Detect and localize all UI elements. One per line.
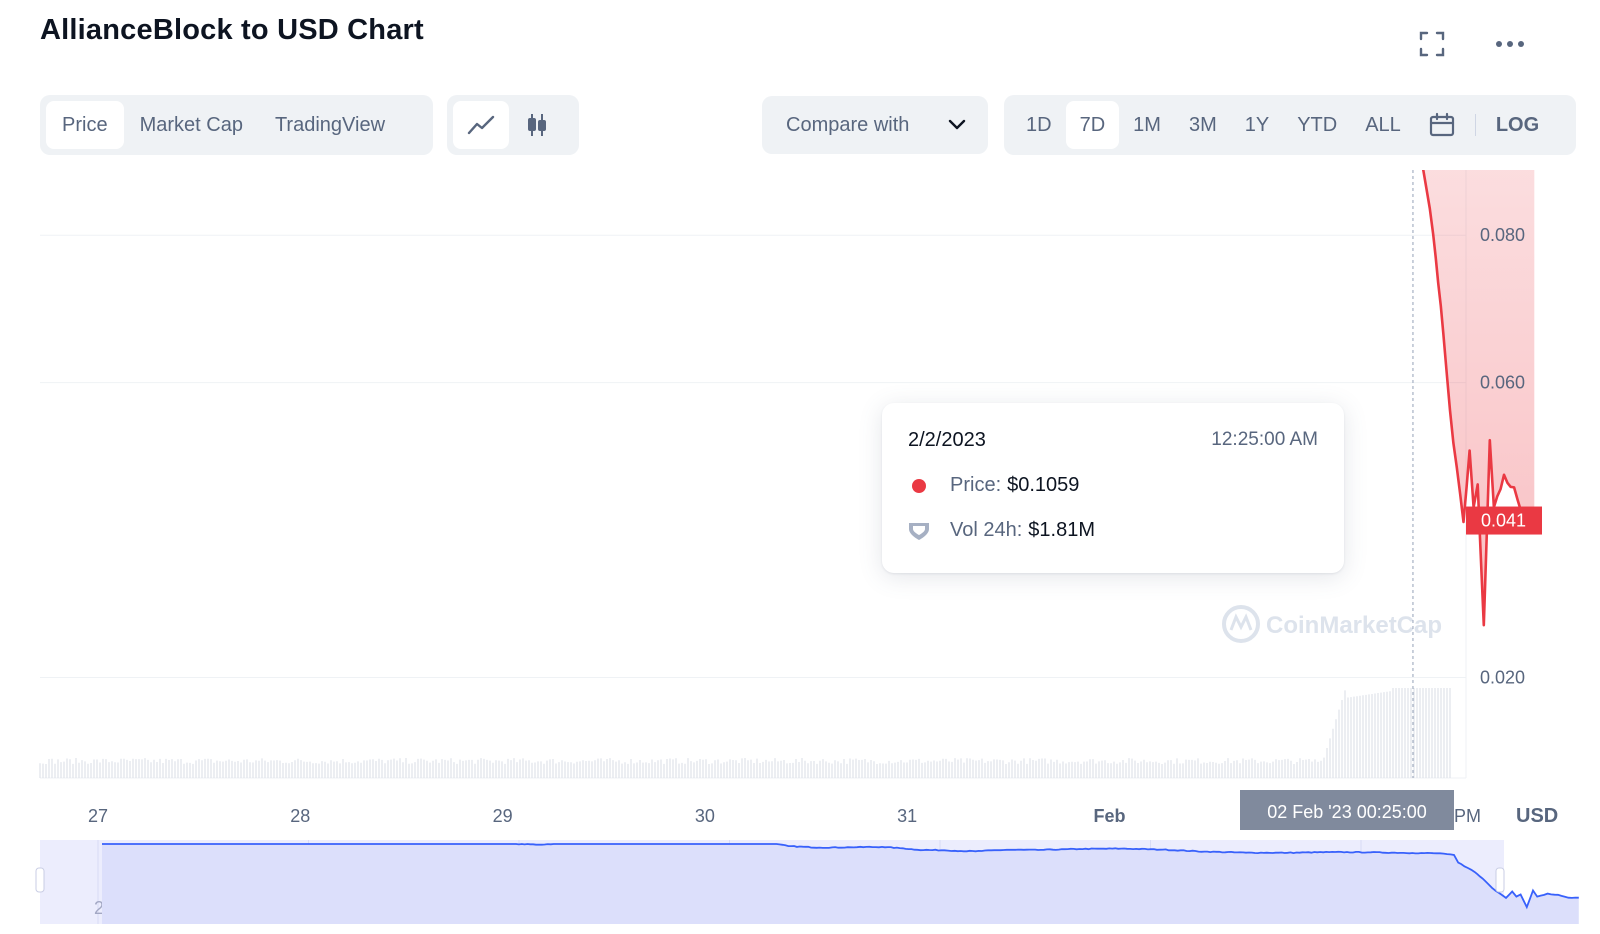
range-3m[interactable]: 3M (1188, 113, 1217, 136)
log-toggle[interactable]: LOG (1495, 113, 1540, 136)
last-price-label: 0.041 (1481, 511, 1526, 531)
x-tick-label: 28 (290, 806, 310, 826)
compare-label: Compare with (786, 113, 910, 136)
range-1d[interactable]: 1D (1026, 113, 1052, 136)
range-1y[interactable]: 1Y (1244, 113, 1270, 136)
y-tick-label: 0.020 (1480, 668, 1525, 688)
divider (1474, 114, 1476, 136)
tab-price[interactable]: Price (46, 101, 124, 149)
range-selector: 1D 7D 1M 3M 1Y YTD ALL LOG (1004, 95, 1576, 155)
tooltip-vol-label: Vol 24h: (950, 519, 1023, 541)
y-tick-label: 0.080 (1480, 225, 1525, 245)
range-1m[interactable]: 1M (1133, 113, 1161, 136)
navigator[interactable]: 2728293031Feb2 (35, 840, 1579, 924)
price-area (1423, 170, 1535, 626)
cmc-logo-icon (1222, 605, 1260, 643)
tooltip-price-label: Price: (950, 474, 1002, 496)
x-tick-label: Feb (1093, 806, 1125, 826)
tooltip-price-value: $0.1059 (1007, 474, 1080, 496)
area-below-open (1423, 170, 1535, 626)
volume-icon (909, 522, 929, 540)
tooltip-date: 2/2/2023 (908, 429, 986, 451)
candlestick-icon[interactable] (509, 101, 565, 149)
tab-tradingview[interactable]: TradingView (274, 113, 386, 136)
volume-bars (39, 688, 1451, 778)
range-7d[interactable]: 7D (1065, 101, 1120, 149)
navigator-left-handle[interactable] (35, 867, 45, 893)
range-ytd[interactable]: YTD (1297, 113, 1338, 136)
price-chart[interactable]: CoinMarketCap 0.120.110.041 0.140.120.10… (0, 170, 1600, 934)
crosshair-time-tag (1240, 790, 1454, 830)
view-tabs: Price Market Cap TradingView (40, 95, 433, 155)
chevron-down-icon (948, 119, 966, 130)
range-all[interactable]: ALL (1365, 113, 1401, 136)
price-dot-icon (912, 478, 926, 493)
x-tick-label: 27 (88, 806, 108, 826)
watermark-text: CoinMarketCap (1266, 612, 1442, 639)
watermark: CoinMarketCap (1222, 605, 1442, 643)
chart-title: AllianceBlock to USD Chart (40, 14, 424, 46)
crosshair-time-label: 02 Feb '23 00:25:00 (1267, 802, 1427, 822)
navigator-line (102, 843, 1579, 910)
y-tick-label: 0.060 (1480, 373, 1525, 393)
x-tick-label: 30 (695, 806, 715, 826)
more-icon[interactable] (1492, 26, 1528, 62)
calendar-icon[interactable] (1415, 101, 1469, 149)
last-price-tag (1466, 506, 1542, 535)
navigator-area (102, 844, 1579, 924)
tab-market-cap[interactable]: Market Cap (139, 113, 243, 136)
tooltip-vol-value: $1.81M (1028, 519, 1096, 541)
currency-label: USD (1516, 805, 1558, 827)
line-chart-icon[interactable] (453, 101, 509, 149)
x-tick-label: 29 (493, 806, 513, 826)
reference-lines: 0.120.110.041 (1412, 170, 1542, 778)
x-tick-label: 31 (897, 806, 917, 826)
compare-dropdown[interactable]: Compare with (762, 96, 988, 154)
fullscreen-icon[interactable] (1414, 26, 1450, 62)
chart-type-toggle (447, 95, 579, 155)
tooltip-time: 12:25:00 AM (1211, 429, 1318, 450)
price-tooltip: 2/2/2023 12:25:00 AM Price: $0.1059 Vol … (882, 403, 1344, 573)
navigator-right-handle[interactable] (1495, 867, 1505, 893)
